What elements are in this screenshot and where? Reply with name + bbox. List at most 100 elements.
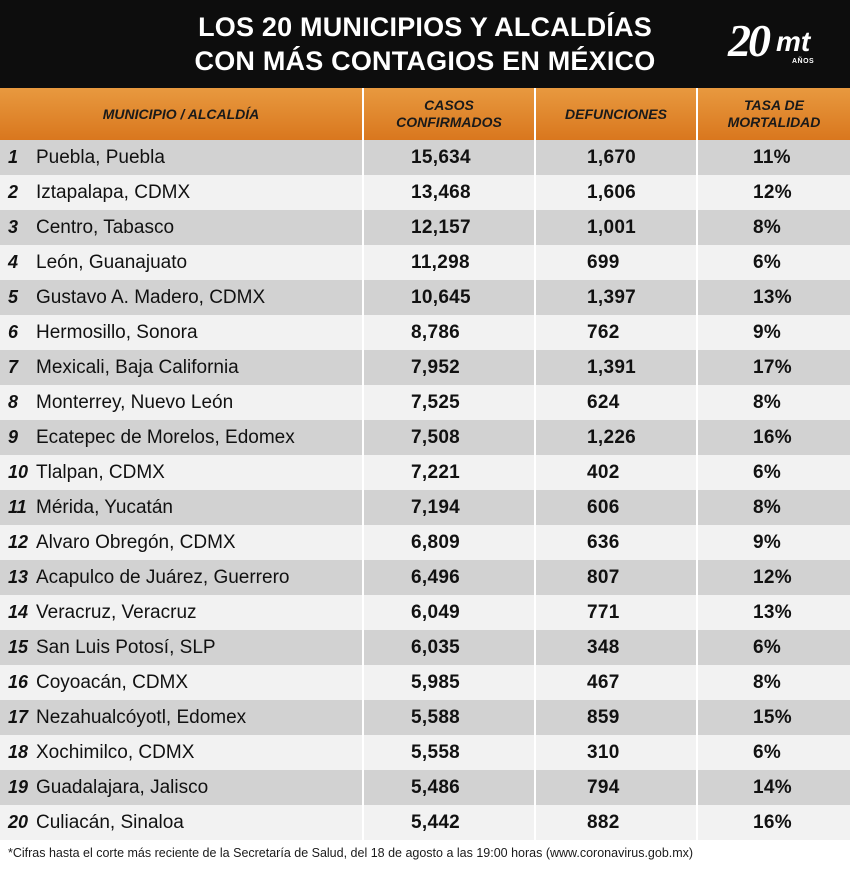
cell-defunciones: 606 — [535, 490, 698, 525]
table-row: 4 León, Guanajuato 11,298 699 6% — [0, 245, 850, 280]
cell-casos: 5,442 — [363, 805, 536, 840]
table-row: 3 Centro, Tabasco 12,157 1,001 8% — [0, 210, 850, 245]
table-row: 17 Nezahualcóyotl, Edomex 5,588 859 15% — [0, 700, 850, 735]
row-name: León, Guanajuato — [36, 251, 188, 273]
row-rank: 20 — [8, 811, 29, 832]
table-row: 12 Alvaro Obregón, CDMX 6,809 636 9% — [0, 525, 850, 560]
cell-tasa: 16% — [697, 420, 850, 455]
cell-tasa: 13% — [697, 595, 850, 630]
title-banner: LOS 20 MUNICIPIOS Y ALCALDÍAS CON MÁS CO… — [0, 0, 850, 88]
row-name: Veracruz, Veracruz — [36, 601, 197, 623]
cell-tasa: 9% — [697, 315, 850, 350]
cell-defunciones: 794 — [535, 770, 698, 805]
row-rank: 14 — [8, 601, 29, 622]
cell-defunciones: 402 — [535, 455, 698, 490]
cell-casos: 7,194 — [363, 490, 536, 525]
row-name: Gustavo A. Madero, CDMX — [36, 286, 266, 308]
cell-defunciones: 348 — [535, 630, 698, 665]
row-name: Alvaro Obregón, CDMX — [36, 531, 236, 553]
cell-casos: 7,952 — [363, 350, 536, 385]
cell-municipio: 13 Acapulco de Juárez, Guerrero — [0, 560, 364, 595]
cell-casos: 8,786 — [363, 315, 536, 350]
row-name: Hermosillo, Sonora — [36, 321, 198, 343]
cell-municipio: 20 Culiacán, Sinaloa — [0, 805, 364, 840]
row-rank: 13 — [8, 566, 29, 587]
header-municipio-label: MUNICIPIO / ALCALDÍA — [102, 105, 260, 122]
row-name: Tlalpan, CDMX — [36, 461, 165, 483]
cell-municipio: 6 Hermosillo, Sonora — [0, 315, 364, 350]
cell-tasa: 9% — [697, 525, 850, 560]
cell-casos: 10,645 — [363, 280, 536, 315]
row-rank: 17 — [8, 706, 29, 727]
cell-municipio: 9 Ecatepec de Morelos, Edomex — [0, 420, 364, 455]
header-tasa-line-1: TASA DE — [744, 97, 804, 113]
cell-casos: 6,035 — [363, 630, 536, 665]
cell-defunciones: 859 — [535, 700, 698, 735]
cell-municipio: 2 Iztapalapa, CDMX — [0, 175, 364, 210]
footnote: *Cifras hasta el corte más reciente de l… — [8, 846, 694, 860]
cell-tasa: 8% — [697, 210, 850, 245]
cell-municipio: 16 Coyoacán, CDMX — [0, 665, 364, 700]
row-name: Centro, Tabasco — [36, 216, 175, 238]
cell-casos: 15,634 — [363, 140, 536, 175]
row-name: Culiacán, Sinaloa — [36, 811, 184, 833]
cell-municipio: 18 Xochimilco, CDMX — [0, 735, 364, 770]
table-row: 8 Monterrey, Nuevo León 7,525 624 8% — [0, 385, 850, 420]
header-tasa: TASA DE MORTALIDAD — [697, 88, 850, 140]
cell-municipio: 7 Mexicali, Baja California — [0, 350, 364, 385]
row-rank: 2 — [8, 181, 19, 202]
cell-tasa: 8% — [697, 490, 850, 525]
row-name: Nezahualcóyotl, Edomex — [36, 706, 247, 728]
cell-municipio: 4 León, Guanajuato — [0, 245, 364, 280]
cell-tasa: 12% — [697, 560, 850, 595]
logo-sub: AÑOS — [792, 58, 815, 65]
title-line-1: LOS 20 MUNICIPIOS Y ALCALDÍAS — [198, 12, 652, 42]
cell-municipio: 15 San Luis Potosí, SLP — [0, 630, 364, 665]
table-row: 13 Acapulco de Juárez, Guerrero 6,496 807 12… — [0, 560, 850, 595]
row-rank: 12 — [8, 531, 29, 552]
row-rank: 15 — [8, 636, 29, 657]
cell-defunciones: 1,670 — [535, 140, 698, 175]
cell-casos: 6,496 — [363, 560, 536, 595]
cell-casos: 13,468 — [363, 175, 536, 210]
row-rank: 1 — [8, 146, 19, 167]
cell-municipio: 17 Nezahualcóyotl, Edomex — [0, 700, 364, 735]
header-municipio: MUNICIPIO / ALCALDÍA — [0, 88, 364, 140]
cell-defunciones: 624 — [535, 385, 698, 420]
cell-municipio: 5 Gustavo A. Madero, CDMX — [0, 280, 364, 315]
header-defunciones-label: DEFUNCIONES — [565, 105, 667, 122]
row-name: Acapulco de Juárez, Guerrero — [36, 566, 290, 588]
row-name: San Luis Potosí, SLP — [36, 636, 216, 658]
table-row: 5 Gustavo A. Madero, CDMX 10,645 1,397 13% — [0, 280, 850, 315]
row-rank: 4 — [8, 251, 19, 272]
cell-defunciones: 310 — [535, 735, 698, 770]
cell-municipio: 8 Monterrey, Nuevo León — [0, 385, 364, 420]
cell-tasa: 6% — [697, 245, 850, 280]
row-rank: 10 — [8, 461, 29, 482]
row-rank: 3 — [8, 216, 19, 237]
header-casos-line-1: CASOS — [424, 97, 474, 113]
table-row: 10 Tlalpan, CDMX 7,221 402 6% — [0, 455, 850, 490]
cell-defunciones: 1,397 — [535, 280, 698, 315]
cell-defunciones: 771 — [535, 595, 698, 630]
cell-municipio: 3 Centro, Tabasco — [0, 210, 364, 245]
row-rank: 8 — [8, 391, 19, 412]
row-name: Guadalajara, Jalisco — [36, 776, 209, 798]
row-rank: 6 — [8, 321, 19, 342]
cell-tasa: 6% — [697, 735, 850, 770]
cell-defunciones: 1,606 — [535, 175, 698, 210]
cell-municipio: 12 Alvaro Obregón, CDMX — [0, 525, 364, 560]
row-name: Puebla, Puebla — [36, 146, 165, 168]
cell-casos: 7,221 — [363, 455, 536, 490]
cell-tasa: 8% — [697, 665, 850, 700]
cell-tasa: 11% — [697, 140, 850, 175]
cell-defunciones: 807 — [535, 560, 698, 595]
logo-letters: mt — [776, 26, 811, 57]
cell-defunciones: 467 — [535, 665, 698, 700]
cell-tasa: 6% — [697, 455, 850, 490]
table-row: 20 Culiacán, Sinaloa 5,442 882 16% — [0, 805, 850, 840]
row-name: Ecatepec de Morelos, Edomex — [36, 426, 295, 448]
logo-number: 20 — [728, 15, 771, 66]
cell-tasa: 17% — [697, 350, 850, 385]
cell-casos: 5,486 — [363, 770, 536, 805]
